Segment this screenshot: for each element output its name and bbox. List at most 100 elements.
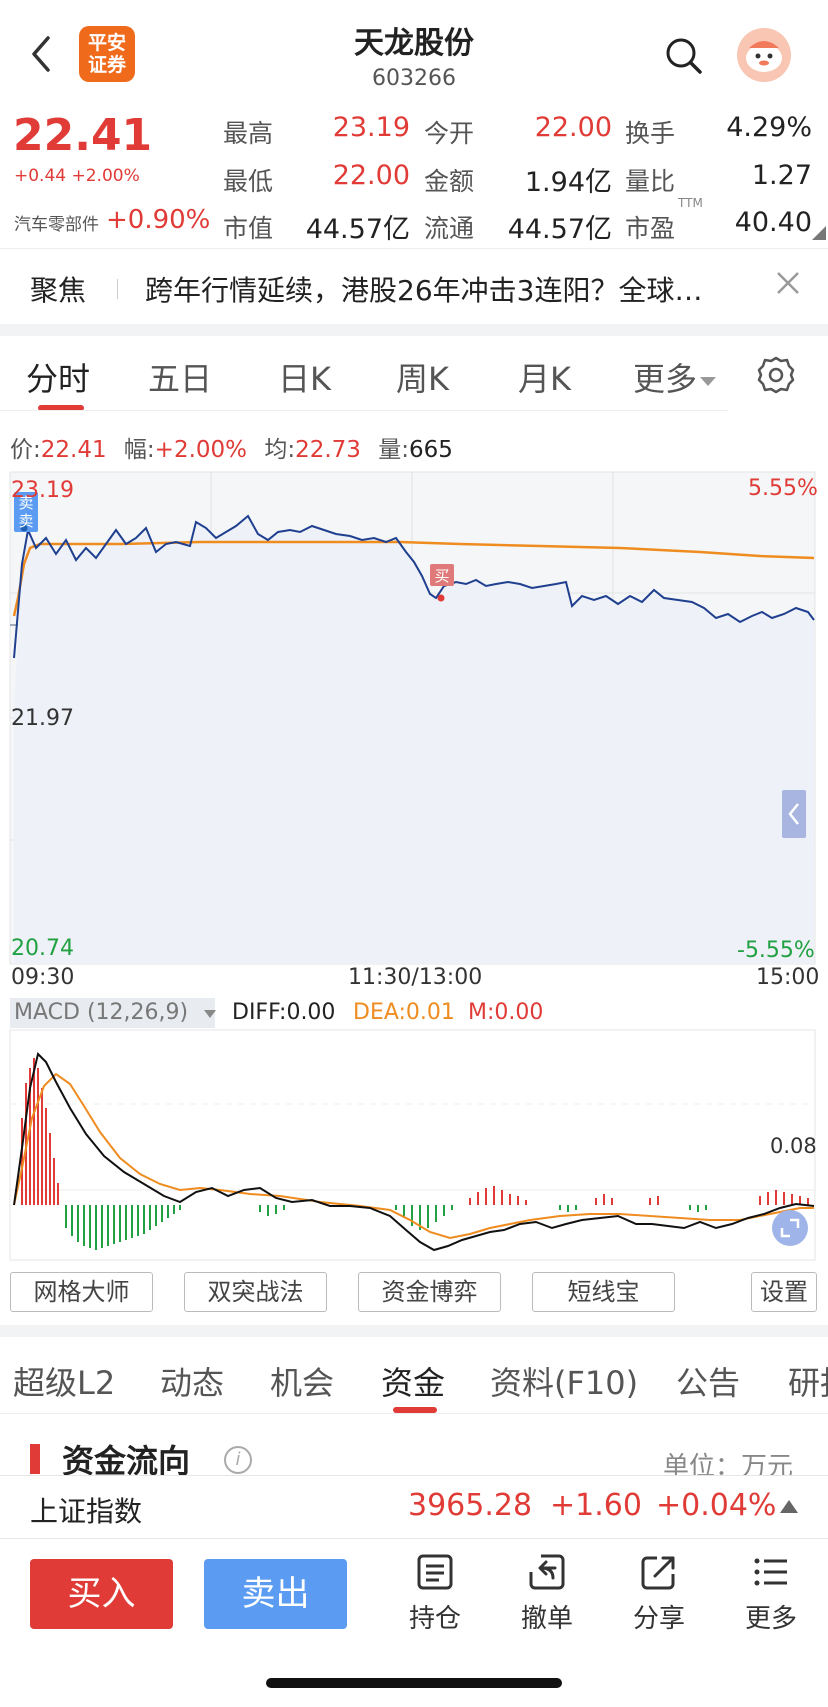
tabs-divider	[0, 1413, 828, 1414]
cancel-order-button[interactable]: 撤单	[502, 1552, 592, 1642]
holdings-button[interactable]: 持仓	[390, 1552, 480, 1642]
last-price: 22.41	[13, 110, 153, 161]
side-panel-handle[interactable]	[782, 790, 806, 838]
section-accent	[30, 1444, 40, 1474]
quote-label-turnover: 换手	[625, 119, 676, 148]
assistant-avatar-icon[interactable]	[737, 28, 791, 82]
back-arrow-icon[interactable]	[26, 32, 56, 76]
info-icon[interactable]: i	[224, 1446, 252, 1474]
buy-button[interactable]: 买入	[30, 1559, 173, 1629]
caret-up-icon[interactable]	[780, 1500, 798, 1513]
macd-diff-line	[13, 1052, 815, 1252]
fullscreen-button[interactable]	[772, 1210, 808, 1246]
time-start-label: 09:30	[11, 965, 75, 990]
chevron-left-icon	[788, 803, 799, 825]
sell-marker[interactable]	[14, 492, 38, 532]
sell-button[interactable]: 卖出	[204, 1559, 347, 1629]
price-line	[13, 514, 815, 659]
caret-down-icon	[700, 377, 717, 386]
quote-value-amount: 1.94亿	[524, 167, 612, 198]
price-area	[14, 516, 814, 964]
avg-price-line	[12, 540, 815, 617]
active-tab-indicator	[393, 1407, 437, 1413]
settings-button[interactable]: 设置	[751, 1272, 817, 1312]
quote-label-low: 最低	[223, 167, 274, 196]
sector-change[interactable]: +0.90%	[106, 205, 211, 235]
fund-flow-title: 资金流向	[62, 1442, 191, 1480]
pct-low-label: -5.55%	[737, 938, 815, 963]
focus-news-bar[interactable]: 聚焦 跨年行情延续，港股26年冲击3连阳？全球…	[0, 248, 828, 324]
tab-announcements[interactable]: 公告	[676, 1364, 741, 1402]
gear-icon[interactable]	[757, 356, 795, 394]
y-low-label: 20.74	[11, 936, 74, 961]
tab-intraday[interactable]: 分时	[26, 360, 91, 398]
quote-label-market-cap: 市值	[223, 214, 274, 243]
quote-label-high: 最高	[223, 119, 274, 148]
quote-value-pe: 40.40	[734, 207, 812, 238]
tab-funds[interactable]: 资金	[381, 1364, 446, 1402]
tab-monthly-k[interactable]: 月K	[518, 360, 571, 398]
focus-headline[interactable]: 跨年行情延续，港股26年冲击3连阳？全球…	[145, 274, 703, 307]
quote-label-volume-ratio: 量比	[625, 167, 676, 196]
quote-label-amount: 金额	[424, 167, 475, 196]
tab-daily-k[interactable]: 日K	[278, 360, 331, 398]
close-icon[interactable]	[775, 270, 801, 296]
quote-value-high: 23.19	[332, 112, 410, 143]
buy-marker[interactable]	[430, 564, 454, 586]
broker-logo[interactable]: 平安 证券	[79, 26, 135, 82]
buy-marker-text: 买	[434, 567, 450, 585]
expand-icon	[780, 1228, 790, 1238]
app-header: 平安 证券 天龙股份 603266	[0, 0, 828, 100]
quote-label-pe: 市盈	[625, 214, 676, 243]
active-tab-indicator	[38, 405, 84, 411]
time-end-label: 15:00	[756, 965, 820, 990]
share-button[interactable]: 分享	[614, 1552, 704, 1642]
macd-scale-label: 0.08	[770, 1134, 817, 1158]
time-mid-label: 11:30/13:00	[348, 965, 483, 990]
macd-dea-value: DEA:0.01	[353, 1000, 455, 1025]
more-button[interactable]: 更多	[726, 1552, 816, 1642]
share-icon	[641, 1556, 675, 1590]
macd-m-value: M:0.00	[468, 1000, 544, 1025]
tab-super-l2[interactable]: 超级L2	[13, 1364, 116, 1402]
y-mid-label: 21.97	[11, 706, 74, 731]
tab-five-day[interactable]: 五日	[148, 360, 213, 398]
grid-master-button[interactable]: 网格大师	[10, 1272, 153, 1312]
quote-value-market-cap: 44.57亿	[305, 214, 410, 245]
double-breakout-button[interactable]: 双突战法	[184, 1272, 327, 1312]
tab-weekly-k[interactable]: 周K	[396, 360, 449, 398]
tab-opportunity[interactable]: 机会	[270, 1364, 335, 1402]
quote-value-open: 22.00	[534, 112, 612, 143]
intraday-chart[interactable]	[0, 468, 828, 1268]
tab-news[interactable]: 动态	[160, 1364, 225, 1402]
quote-label-open: 今开	[424, 119, 475, 148]
buy-point	[437, 594, 445, 602]
sell-point	[20, 524, 28, 532]
macd-selector[interactable]: MACD (12,26,9)	[10, 998, 217, 1028]
home-indicator[interactable]	[266, 1678, 562, 1688]
macd-diff-value: DIFF:0.00	[232, 1000, 336, 1025]
index-ticker-bar[interactable]: 上证指数 3965.28 +1.60 +0.04%	[0, 1475, 828, 1539]
tab-more[interactable]: 更多	[633, 354, 717, 400]
y-high-label: 23.19	[11, 478, 74, 503]
tab-research[interactable]: 研报	[788, 1364, 828, 1402]
search-icon[interactable]	[664, 36, 704, 76]
quote-value-float-cap: 44.57亿	[507, 214, 612, 245]
index-percent: +0.04%	[656, 1488, 777, 1523]
tab-f10[interactable]: 资料(F10)	[490, 1364, 639, 1402]
sell-marker-text: 卖 卖	[18, 494, 34, 530]
sector-name[interactable]: 汽车零部件	[14, 215, 99, 235]
stock-name: 天龙股份	[354, 26, 474, 61]
stock-code: 603266	[372, 66, 456, 91]
short-line-button[interactable]: 短线宝	[532, 1272, 675, 1312]
index-change: +1.60	[550, 1488, 642, 1523]
ttm-label: TTM	[678, 196, 703, 210]
crosshair-info: 价:22.41 幅:+2.00% 均:22.73 量:665	[10, 437, 453, 463]
quote-value-volume-ratio: 1.27	[751, 160, 812, 191]
cancel-order-icon	[529, 1554, 565, 1590]
fund-game-button[interactable]: 资金博弈	[358, 1272, 501, 1312]
quote-value-low: 22.00	[332, 160, 410, 191]
section-gap	[0, 1325, 828, 1337]
quote-value-turnover: 4.29%	[726, 112, 812, 143]
expand-corner-icon[interactable]	[812, 226, 826, 240]
